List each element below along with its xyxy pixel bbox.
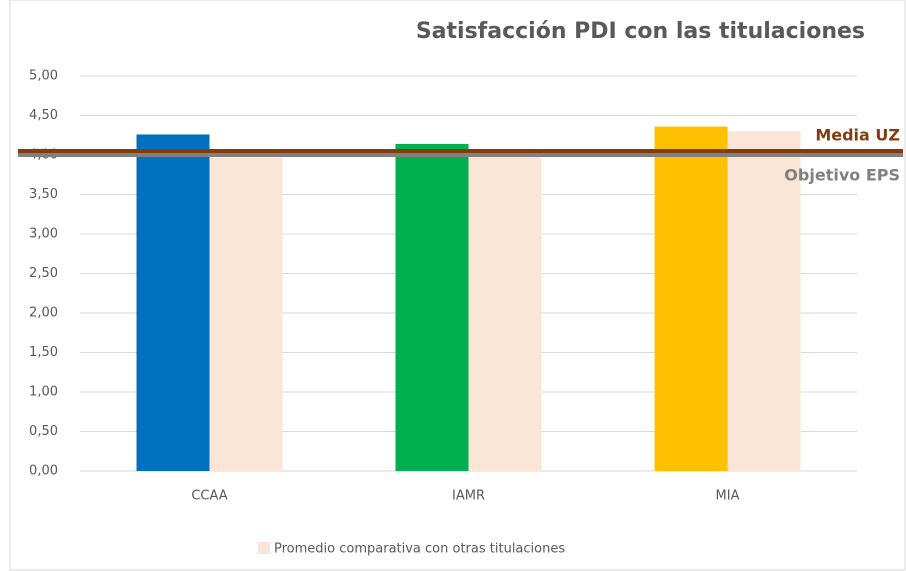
y-tick-label: 0,50 — [29, 424, 58, 439]
y-tick-label: 1,50 — [29, 345, 58, 360]
y-tick-label: 4,50 — [29, 108, 58, 123]
chart-title: Satisfacción PDI con las titulaciones — [416, 19, 865, 44]
bar — [468, 148, 542, 471]
x-tick-label: MIA — [716, 489, 740, 504]
y-tick-label: 3,00 — [29, 227, 58, 242]
y-tick-label: 1,00 — [29, 385, 58, 400]
x-tick-label: IAMR — [452, 489, 485, 504]
bar — [654, 126, 728, 471]
reference-label: Media UZ — [815, 126, 900, 145]
bar — [136, 134, 210, 471]
y-tick-label: 3,50 — [29, 187, 58, 202]
reference-label: Objetivo EPS — [784, 166, 900, 185]
y-tick-label: 5,00 — [29, 69, 58, 84]
legend-label: Promedio comparativa con otras titulacio… — [274, 542, 565, 557]
y-tick-label: 2,00 — [29, 306, 58, 321]
y-tick-label: 0,00 — [29, 464, 58, 479]
bar — [209, 157, 283, 471]
y-tick-label: 2,50 — [29, 266, 58, 281]
bar — [395, 143, 469, 471]
legend-swatch — [258, 542, 270, 554]
bar — [727, 131, 801, 472]
x-tick-label: CCAA — [191, 489, 227, 504]
